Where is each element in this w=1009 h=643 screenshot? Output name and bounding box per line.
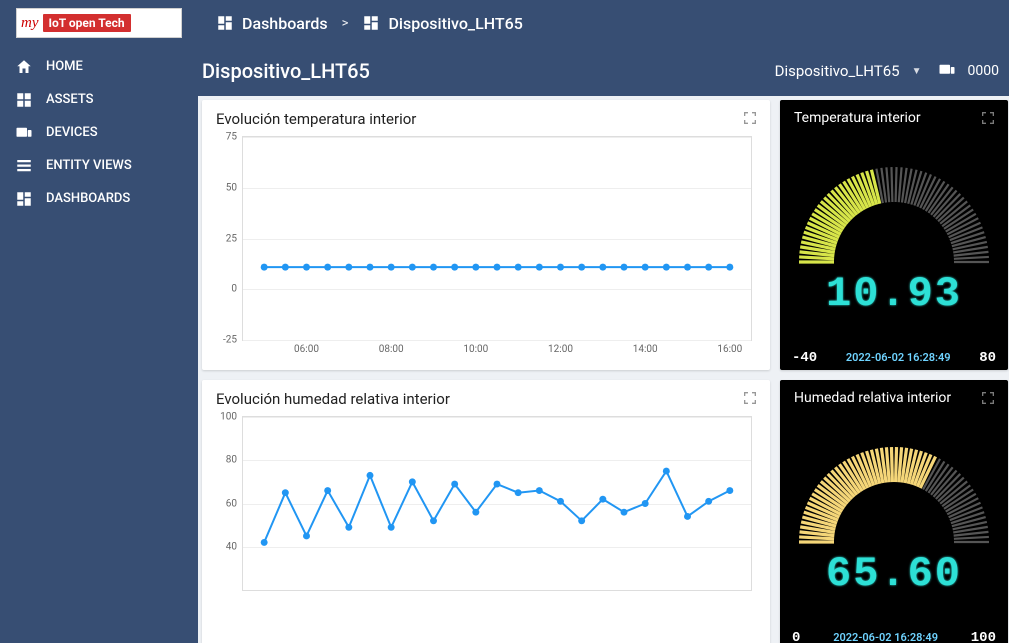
sidebar-item-home[interactable]: HOME: [0, 50, 198, 83]
dashboard-board: Evolución temperatura interior -25025507…: [198, 96, 1009, 643]
card-humidity-gauge: Humedad relativa interior 65.60 0 2022-0…: [780, 380, 1008, 643]
gauge-timestamp: 2022-06-02 16:28:49: [846, 351, 951, 364]
dashboards-icon: [216, 14, 234, 32]
sidebar-nav: HOME ASSETS DEVICES ENTITY VIEWS DASHBOA…: [0, 50, 198, 215]
chevron-down-icon[interactable]: ▼: [912, 66, 922, 77]
gauge-value: 10.93: [780, 270, 1008, 318]
gauge-temp: 10.93 -40 2022-06-02 16:28:49 80: [780, 130, 1008, 370]
card-temp-chart: Evolución temperatura interior -25025507…: [202, 100, 770, 370]
sidebar-item-devices[interactable]: DEVICES: [0, 116, 198, 149]
sidebar-item-label: ENTITY VIEWS: [46, 158, 132, 173]
breadcrumb-leaf: Dispositivo_LHT65: [388, 14, 522, 33]
sidebar-item-label: DASHBOARDS: [46, 191, 130, 206]
breadcrumb-sep: >: [342, 16, 349, 31]
sidebar-item-entity-views[interactable]: ENTITY VIEWS: [0, 149, 198, 182]
gauge-timestamp: 2022-06-02 16:28:49: [833, 631, 938, 643]
sidebar-item-assets[interactable]: ASSETS: [0, 83, 198, 116]
devices-icon: [14, 123, 34, 143]
gauge-humidity: 65.60 0 2022-06-02 16:28:49 100: [780, 410, 1008, 643]
main: Dashboards > Dispositivo_LHT65 Dispositi…: [198, 0, 1009, 643]
breadcrumb-root[interactable]: Dashboards: [242, 14, 328, 33]
fullscreen-icon[interactable]: [742, 110, 758, 126]
chart-temp: -25025507506:0008:0010:0012:0014:0016:00: [202, 132, 770, 347]
home-icon: [14, 57, 34, 77]
header-clock: 0000: [968, 63, 999, 79]
gauge-max: 80: [979, 350, 996, 366]
logo-my: my: [21, 15, 39, 32]
chart-humidity: 406080100: [202, 412, 770, 597]
gauge-max: 100: [971, 630, 996, 643]
sidebar-item-dashboards[interactable]: DASHBOARDS: [0, 182, 198, 215]
dashboards-icon: [362, 14, 380, 32]
card-title: Evolución temperatura interior: [216, 110, 742, 128]
gauge-min: -40: [792, 350, 817, 366]
devices-icon[interactable]: [938, 61, 958, 81]
sidebar-item-label: ASSETS: [46, 92, 94, 107]
logo-box: IoT open Tech: [43, 14, 131, 32]
card-title: Humedad relativa interior: [794, 390, 980, 406]
sidebar-item-label: DEVICES: [46, 125, 98, 140]
entity-views-icon: [14, 156, 34, 176]
dashboard-header: Dispositivo_LHT65 Dispositivo_LHT65 ▼ 00…: [198, 46, 1009, 96]
fullscreen-icon[interactable]: [742, 390, 758, 406]
page-title: Dispositivo_LHT65: [202, 59, 775, 83]
gauge-min: 0: [792, 630, 800, 643]
logo[interactable]: my IoT open Tech: [16, 8, 182, 38]
entity-selector[interactable]: Dispositivo_LHT65: [775, 62, 900, 80]
fullscreen-icon[interactable]: [980, 390, 996, 406]
card-title: Evolución humedad relativa interior: [216, 390, 742, 408]
breadcrumb: Dashboards > Dispositivo_LHT65: [198, 0, 1009, 46]
sidebar-item-label: HOME: [46, 59, 83, 74]
gauge-value: 65.60: [780, 550, 1008, 598]
card-humidity-chart: Evolución humedad relativa interior 4060…: [202, 380, 770, 643]
fullscreen-icon[interactable]: [980, 110, 996, 126]
card-temp-gauge: Temperatura interior 10.93 -40 2022-06-0…: [780, 100, 1008, 370]
assets-icon: [14, 90, 34, 110]
sidebar: my IoT open Tech HOME ASSETS DEVICES ENT…: [0, 0, 198, 643]
card-title: Temperatura interior: [794, 110, 980, 126]
dashboards-icon: [14, 189, 34, 209]
